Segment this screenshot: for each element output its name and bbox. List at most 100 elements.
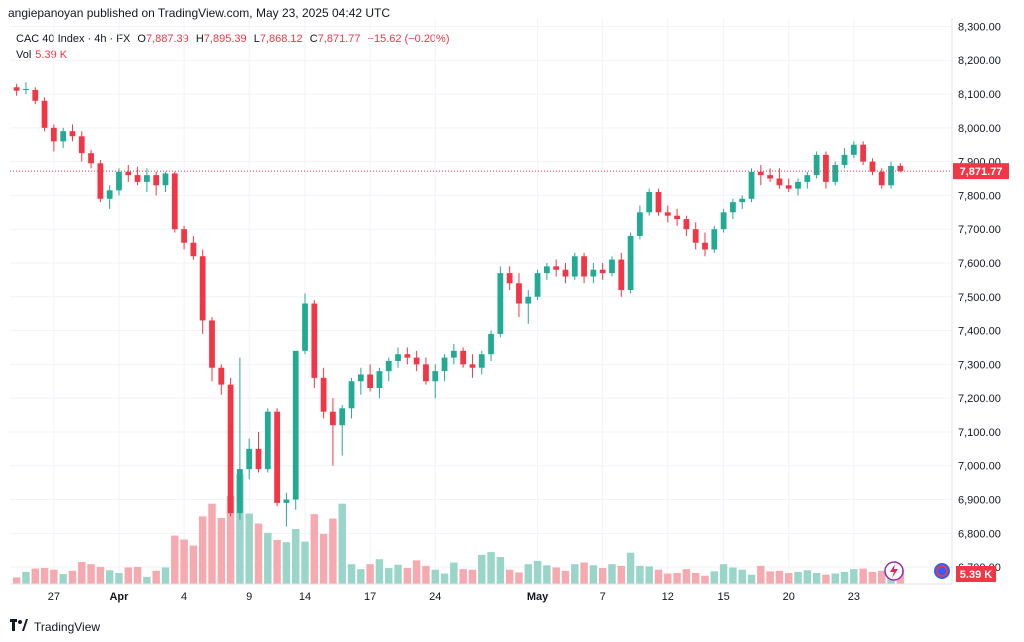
price-tick-label: 7,500.00 [958,292,1001,304]
candle-body [692,229,699,243]
price-tick-label: 8,300.00 [958,21,1001,33]
volume-bar [840,571,849,584]
volume-bar [496,557,505,584]
candle-body [106,190,113,199]
volume-bar [831,573,839,584]
time-tick-label: May [527,591,549,603]
price-chart[interactable]: 8,300.008,200.008,100.008,000.007,900.00… [0,0,1024,615]
volume-bar [273,540,281,584]
open-label: O [137,33,146,45]
candle-body [78,136,85,154]
volume-bar [161,567,170,584]
candle-body [823,154,829,182]
symbol-label[interactable]: CAC 40 Index · 4h · FX [16,33,131,45]
candle-body [488,333,494,355]
candle-body [478,354,485,368]
close-label: C [309,33,318,45]
volume-bar [385,568,393,584]
volume-bar [347,564,356,584]
candle-body [320,377,327,412]
volume-bar [812,573,821,584]
volume-bar [673,573,681,584]
candle-body [69,131,76,137]
volume-bar [775,570,784,584]
ohlc-legend: CAC 40 Index · 4h · FX O7,887.39 H7,895.… [16,33,454,45]
candle-body [395,354,401,361]
volume-bar [710,571,719,584]
volume-bar [133,566,142,584]
candle-body [32,89,39,101]
volume-bar [180,539,188,584]
volume-bar [310,514,319,584]
volume-bar [878,570,886,584]
brand-name[interactable]: TradingView [34,619,101,634]
volume-bar [524,564,532,584]
volume-bar [143,576,151,584]
price-tick-label: 7,800.00 [958,190,1001,202]
candle-body [171,173,178,230]
candle-body [720,212,727,230]
time-tick-label: 15 [717,591,729,603]
candle-body [469,364,476,368]
volume-bar [208,503,216,584]
volume-bar [571,564,579,584]
candle-body [646,192,653,213]
candle-body [237,469,243,514]
candle-body [748,171,755,199]
volume-badge-text: 5.39 K [960,569,992,581]
candle-body [50,127,57,142]
candle-body [878,171,885,186]
volume-bar [794,571,802,584]
candle-body [813,154,820,176]
candle-body [571,256,578,277]
volume-bar [96,566,105,584]
candle-body [869,161,876,172]
volume-bar [171,535,179,584]
volume-bar [533,560,542,584]
candle-body [776,178,783,186]
candle-body [199,256,206,321]
volume-label: Vol [16,49,32,61]
candle-body [581,256,587,277]
open-value: 7,887.39 [145,33,189,45]
candle-body [702,242,708,250]
globe-icon[interactable] [934,563,950,579]
volume-bar [738,569,746,584]
volume-bar [245,513,253,584]
volume-bar [468,569,477,584]
volume-bar [12,577,21,584]
candle-body [88,153,94,164]
candle-body [637,212,643,236]
candle-body [423,364,429,382]
volume-bar [766,571,774,584]
volume-bar [552,567,560,584]
candle-body [757,171,764,176]
time-tick-label: 9 [246,591,252,603]
candle-body [385,360,392,372]
volume-bar [543,565,551,584]
volume-bar [78,562,86,584]
volume-bar [59,574,67,584]
price-tick-label: 7,300.00 [958,359,1001,371]
lightning-icon[interactable] [884,561,904,581]
footer: TradingView [10,619,100,634]
tradingview-logo-icon[interactable] [10,619,28,634]
time-axis: 27 Apr 4 9 14 17 24 May 7 12 15 20 23 [48,591,860,603]
last-price-text: 7,871.77 [960,166,1003,178]
time-tick-label: 14 [299,591,311,603]
candle-body [534,273,541,297]
candle-body [599,269,606,274]
publisher-line: angiepanoyan published on TradingView.co… [8,6,391,20]
candle-body [292,350,299,500]
volume-bar [617,565,626,584]
time-tick-label: 20 [783,591,795,603]
candle-body [543,266,550,274]
volume-bar [515,572,523,584]
candle-body [897,165,904,172]
volume-bar [254,523,263,584]
candle-body [525,296,532,304]
low-label: L [253,33,260,45]
volume-bar [868,571,877,584]
high-label: H [195,33,204,45]
volume-bar [226,496,235,584]
